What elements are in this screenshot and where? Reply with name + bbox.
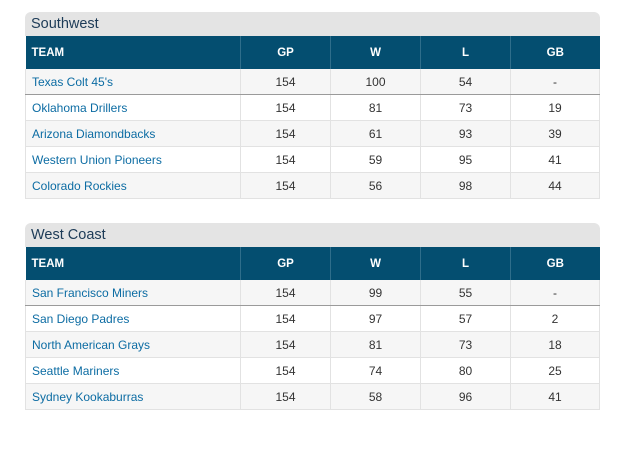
- team-row: San Francisco Miners 154 99 55-: [25, 280, 600, 306]
- column-header: W: [330, 247, 421, 280]
- stat-cell: 154: [240, 146, 331, 173]
- stat-cell: 97: [330, 305, 421, 332]
- stat-cell: 95: [420, 146, 511, 173]
- stat-cell: -: [510, 280, 600, 306]
- stat-cell: 154: [240, 305, 331, 332]
- team-link[interactable]: San Diego Padres: [32, 311, 130, 326]
- column-header: GB: [510, 247, 600, 280]
- header-row: TEAM GP W L GB: [25, 36, 600, 69]
- stat-cell: 55: [420, 280, 511, 306]
- standings-table: TEAM GP W L GB San Francisco Miners 154 99 55- Sa…: [25, 247, 600, 410]
- table-body: Texas Colt 45's 154 100 54- Oklahoma Driller…: [25, 69, 600, 199]
- team-row: Oklahoma Drillers 154 81 73 19: [25, 94, 600, 121]
- stat-cell: 154: [240, 172, 331, 199]
- team-cell: Colorado Rockies: [25, 172, 241, 199]
- stat-cell: 25: [510, 357, 600, 384]
- column-header: L: [420, 247, 511, 280]
- team-cell: San Diego Padres: [25, 305, 241, 332]
- stat-cell: 54: [420, 69, 511, 95]
- team-row: Western Union Pioneers 154 59 95 41: [25, 146, 600, 173]
- team-cell: San Francisco Miners: [25, 280, 241, 306]
- team-link[interactable]: Western Union Pioneers: [32, 152, 162, 167]
- team-cell: Western Union Pioneers: [25, 146, 241, 173]
- stat-cell: -: [510, 69, 600, 95]
- team-cell: Seattle Mariners: [25, 357, 241, 384]
- stat-cell: 154: [240, 94, 331, 121]
- team-link[interactable]: Texas Colt 45's: [32, 74, 113, 89]
- stat-cell: 61: [330, 120, 421, 147]
- standings-table: TEAM GP W L GB Texas Colt 45's 154 100 54- Oklaho…: [25, 36, 600, 199]
- stat-cell: 19: [510, 94, 600, 121]
- team-link[interactable]: Oklahoma Drillers: [32, 100, 128, 115]
- stat-cell: 41: [510, 383, 600, 410]
- stat-cell: 154: [240, 120, 331, 147]
- column-header: W: [330, 36, 421, 69]
- column-header: TEAM: [25, 247, 241, 280]
- stat-cell: 154: [240, 357, 331, 384]
- table-header: TEAM GP W L GB: [25, 36, 600, 69]
- team-row: North American Grays 154 81 73 18: [25, 331, 600, 358]
- team-link[interactable]: Sydney Kookaburras: [32, 389, 144, 404]
- stat-cell: 41: [510, 146, 600, 173]
- team-link[interactable]: North American Grays: [32, 337, 151, 352]
- team-link[interactable]: San Francisco Miners: [32, 285, 149, 300]
- team-row: Sydney Kookaburras 154 58 96 41: [25, 383, 600, 410]
- team-row: Arizona Diamondbacks 154 61 93 39: [25, 120, 600, 147]
- team-cell: Arizona Diamondbacks: [25, 120, 241, 147]
- section-title: Southwest: [25, 12, 600, 36]
- stat-cell: 154: [240, 383, 331, 410]
- column-header: GP: [240, 247, 331, 280]
- team-link[interactable]: Arizona Diamondbacks: [32, 126, 156, 141]
- stat-cell: 59: [330, 146, 421, 173]
- team-cell: North American Grays: [25, 331, 241, 358]
- team-link[interactable]: Colorado Rockies: [32, 178, 127, 193]
- column-header: TEAM: [25, 36, 241, 69]
- team-row: Texas Colt 45's 154 100 54-: [25, 69, 600, 95]
- team-cell: Sydney Kookaburras: [25, 383, 241, 410]
- table-header: TEAM GP W L GB: [25, 247, 600, 280]
- stat-cell: 100: [330, 69, 421, 95]
- stat-cell: 99: [330, 280, 421, 306]
- team-cell: Texas Colt 45's: [25, 69, 241, 95]
- stat-cell: 154: [240, 280, 331, 306]
- team-cell: Oklahoma Drillers: [25, 94, 241, 121]
- stat-cell: 96: [420, 383, 511, 410]
- standings-section: Southwest TEAM GP W L GB Texas Colt 45's 154 100…: [25, 12, 600, 199]
- team-row: San Diego Padres 154 97 57 2: [25, 305, 600, 332]
- team-row: Colorado Rockies 154 56 98 44: [25, 172, 600, 199]
- stat-cell: 2: [510, 305, 600, 332]
- stat-cell: 44: [510, 172, 600, 199]
- stat-cell: 58: [330, 383, 421, 410]
- stat-cell: 57: [420, 305, 511, 332]
- standings-section: West Coast TEAM GP W L GB San Francisco Miners…: [25, 223, 600, 410]
- stat-cell: 73: [420, 94, 511, 121]
- stat-cell: 18: [510, 331, 600, 358]
- table-body: San Francisco Miners 154 99 55- San Diego Pa…: [25, 280, 600, 410]
- team-link[interactable]: Seattle Mariners: [32, 363, 120, 378]
- column-header: L: [420, 36, 511, 69]
- column-header: GP: [240, 36, 331, 69]
- stat-cell: 93: [420, 120, 511, 147]
- stat-cell: 154: [240, 69, 331, 95]
- stat-cell: 73: [420, 331, 511, 358]
- stat-cell: 56: [330, 172, 421, 199]
- stat-cell: 80: [420, 357, 511, 384]
- stat-cell: 39: [510, 120, 600, 147]
- team-row: Seattle Mariners 154 74 80 25: [25, 357, 600, 384]
- stat-cell: 81: [330, 331, 421, 358]
- stat-cell: 74: [330, 357, 421, 384]
- column-header: GB: [510, 36, 600, 69]
- stat-cell: 98: [420, 172, 511, 199]
- stat-cell: 154: [240, 331, 331, 358]
- stat-cell: 81: [330, 94, 421, 121]
- section-title: West Coast: [25, 223, 600, 247]
- header-row: TEAM GP W L GB: [25, 247, 600, 280]
